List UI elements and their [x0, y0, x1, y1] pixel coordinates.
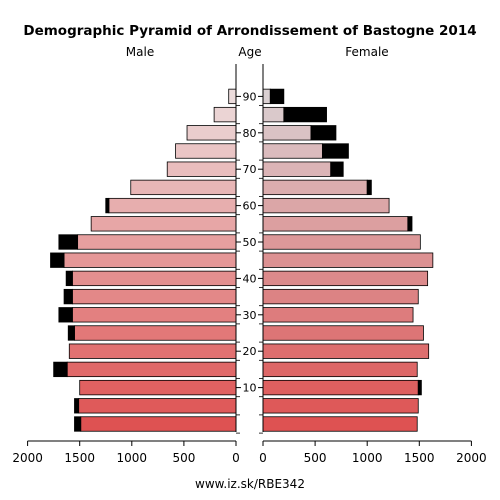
bar-male-5-9 — [78, 398, 237, 414]
bar-female-excess-10-14 — [417, 379, 422, 396]
bar-male-0-4 — [80, 416, 237, 432]
bar-male-25-29 — [74, 325, 237, 341]
bar-male-35-39 — [72, 288, 237, 305]
bar-male-excess-35-39 — [63, 288, 73, 305]
age-tick-label: 40 — [243, 272, 257, 285]
bar-male-excess-30-34 — [58, 307, 73, 323]
age-tick-label: 20 — [243, 345, 257, 358]
bar-male-90-94 — [228, 88, 237, 105]
age-label: Age — [238, 45, 261, 59]
bar-female-excess-75-79 — [321, 143, 349, 159]
bar-female-75-79 — [262, 143, 323, 159]
bar-female-60-64 — [262, 197, 390, 214]
bar-female-15-19 — [262, 361, 418, 378]
bar-male-excess-40-44 — [65, 270, 73, 287]
male-x-tick-label: 1500 — [64, 451, 95, 465]
bar-female-65-69 — [262, 179, 368, 196]
bar-male-20-24 — [68, 343, 237, 359]
bar-female-70-74 — [262, 161, 332, 177]
bar-male-30-34 — [72, 307, 237, 323]
bar-male-45-49 — [63, 252, 237, 268]
bar-male-85-89 — [213, 106, 237, 123]
bar-female-5-9 — [262, 398, 419, 414]
bar-female-80-84 — [262, 125, 312, 141]
bar-male-40-44 — [72, 270, 237, 287]
age-tick-label: 70 — [243, 163, 257, 176]
age-tick-label: 60 — [243, 200, 257, 213]
bar-male-excess-5-9 — [74, 398, 80, 414]
axes-group: 10 20 30 40 50 60 70 80 90 2000 1500 1000 500 0 0 500 10… — [12, 64, 487, 465]
bar-female-25-29 — [262, 325, 424, 341]
bar-male-80-84 — [186, 125, 237, 141]
bar-female-0-4 — [262, 416, 418, 432]
bar-female-85-89 — [262, 106, 285, 123]
male-x-tick-label: 1000 — [117, 451, 148, 465]
chart-title: Demographic Pyramid of Arrondissement of… — [23, 23, 476, 39]
bar-female-45-49 — [262, 252, 434, 268]
female-x-tick-label: 2000 — [456, 451, 487, 465]
bar-male-excess-25-29 — [67, 325, 75, 341]
bar-female-40-44 — [262, 270, 429, 287]
bar-female-35-39 — [262, 288, 419, 305]
bars-group — [50, 88, 434, 432]
bar-female-excess-85-89 — [283, 106, 327, 123]
bar-female-excess-55-59 — [407, 216, 413, 232]
bar-female-90-94 — [262, 88, 271, 105]
bar-female-excess-80-84 — [310, 125, 337, 141]
age-tick-label: 90 — [243, 90, 257, 103]
age-tick-label: 80 — [243, 127, 257, 140]
male-x-tick-label: 500 — [172, 451, 195, 465]
bar-male-excess-50-54 — [58, 234, 79, 250]
bar-female-excess-65-69 — [366, 179, 372, 196]
bar-female-excess-70-74 — [330, 161, 344, 177]
bar-female-50-54 — [262, 234, 421, 250]
bar-female-excess-90-94 — [269, 88, 285, 105]
bar-male-10-14 — [79, 379, 237, 396]
female-x-tick-label: 1500 — [404, 451, 435, 465]
bar-male-70-74 — [166, 161, 237, 177]
male-label: Male — [126, 45, 154, 59]
female-x-tick-label: 1000 — [352, 451, 383, 465]
age-tick-label: 30 — [243, 309, 257, 322]
male-x-tick-label: 0 — [232, 451, 240, 465]
bar-female-20-24 — [262, 343, 430, 359]
bar-male-55-59 — [90, 216, 237, 232]
bar-male-excess-45-49 — [50, 252, 65, 268]
female-x-tick-label: 0 — [259, 451, 267, 465]
bar-male-excess-0-4 — [74, 416, 82, 432]
bar-male-60-64 — [108, 197, 237, 214]
female-x-tick-label: 500 — [304, 451, 327, 465]
bar-male-15-19 — [66, 361, 237, 378]
bar-male-65-69 — [130, 179, 237, 196]
bar-female-30-34 — [262, 307, 414, 323]
male-x-tick-label: 2000 — [12, 451, 43, 465]
age-tick-label: 50 — [243, 236, 257, 249]
bar-male-75-79 — [175, 143, 237, 159]
bar-male-excess-60-64 — [105, 197, 110, 214]
female-label: Female — [345, 45, 388, 59]
bar-male-50-54 — [77, 234, 237, 250]
age-tick-label: 10 — [243, 382, 257, 395]
bar-male-excess-15-19 — [53, 361, 68, 378]
footer-url: www.iz.sk/RBE342 — [195, 477, 305, 491]
bar-female-55-59 — [262, 216, 409, 232]
bar-female-10-14 — [262, 379, 419, 396]
